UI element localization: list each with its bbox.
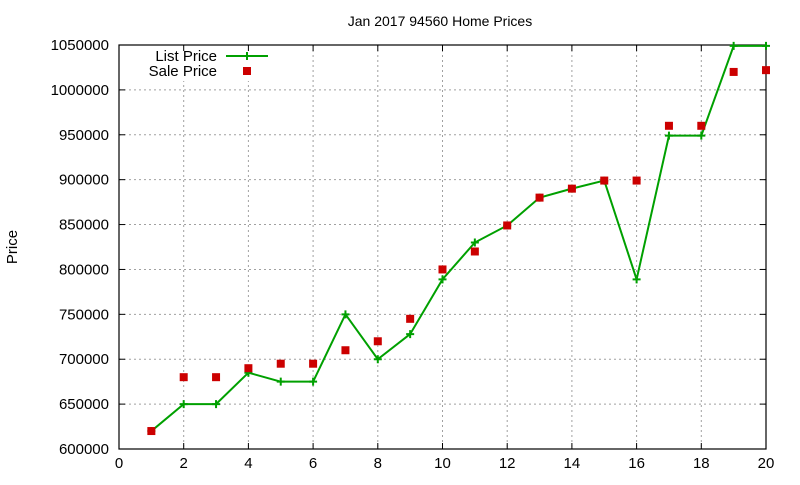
square-marker xyxy=(373,337,382,346)
square-marker xyxy=(762,66,770,75)
square-marker xyxy=(535,193,544,202)
square-marker xyxy=(406,314,415,323)
square-marker xyxy=(632,176,641,185)
y-tick-label: 750000 xyxy=(59,306,109,323)
square-marker xyxy=(341,346,350,355)
axes xyxy=(118,44,767,450)
plus-marker xyxy=(373,355,382,364)
x-tick-label: 8 xyxy=(374,455,382,472)
square-marker xyxy=(697,121,706,130)
x-tick-label: 18 xyxy=(693,455,710,472)
y-tick-label: 650000 xyxy=(59,396,109,413)
square-marker xyxy=(664,121,673,130)
y-axis-label: Price xyxy=(4,230,21,264)
square-marker xyxy=(147,427,156,436)
chart-title: Jan 2017 94560 Home Prices xyxy=(348,13,532,29)
legend-plus-icon xyxy=(243,52,251,60)
plus-marker xyxy=(276,377,285,386)
legend-label-sale-price: Sale Price xyxy=(149,63,217,80)
x-tick-label: 0 xyxy=(115,455,123,472)
square-marker xyxy=(503,221,512,230)
plus-marker xyxy=(697,131,706,140)
square-marker xyxy=(309,359,318,368)
legend-square-icon xyxy=(243,67,251,75)
tick-labels: 0 2 4 6 8 10 12 14 16 18 20 600000 650000 700000 75000… xyxy=(51,37,775,472)
x-tick-label: 6 xyxy=(309,455,317,472)
legend-symbols xyxy=(226,52,268,75)
data-series xyxy=(147,41,770,436)
legend-background xyxy=(120,46,280,81)
plus-marker xyxy=(309,377,318,386)
square-marker xyxy=(567,184,576,193)
y-tick-label: 1050000 xyxy=(51,37,109,54)
square-marker xyxy=(470,247,479,256)
plus-marker xyxy=(179,400,188,409)
y-tick-label: 900000 xyxy=(59,172,109,189)
series-line-list-price xyxy=(150,44,766,432)
legend-label-list-price: List Price xyxy=(155,48,217,65)
square-marker xyxy=(244,364,253,373)
y-tick-label: 800000 xyxy=(59,261,109,278)
plus-marker xyxy=(762,41,770,50)
x-tick-label: 14 xyxy=(564,455,581,472)
square-marker xyxy=(729,67,738,76)
grid-lines xyxy=(119,45,766,449)
y-tick-label: 850000 xyxy=(59,217,109,234)
x-tick-label: 4 xyxy=(244,455,252,472)
plus-marker xyxy=(664,131,673,140)
x-tick-label: 16 xyxy=(628,455,645,472)
x-tick-label: 12 xyxy=(499,455,516,472)
legend: List Price Sale Price xyxy=(149,48,268,80)
y-tick-label: 700000 xyxy=(59,351,109,368)
y-tick-label: 600000 xyxy=(59,441,109,458)
square-marker xyxy=(179,373,188,382)
plus-marker xyxy=(341,310,350,319)
square-marker xyxy=(276,359,285,368)
y-tick-label: 1000000 xyxy=(51,82,109,99)
x-tick-label: 10 xyxy=(434,455,451,472)
plus-marker xyxy=(470,238,479,247)
plus-marker xyxy=(212,400,221,409)
plus-marker xyxy=(729,41,738,50)
y-tick-label: 950000 xyxy=(59,127,109,144)
square-marker xyxy=(600,176,609,185)
plus-marker xyxy=(632,275,641,284)
plus-marker xyxy=(438,275,447,284)
x-tick-label: 2 xyxy=(180,455,188,472)
square-marker xyxy=(212,373,221,382)
plus-marker xyxy=(406,330,415,339)
plot-border xyxy=(118,44,767,450)
square-marker xyxy=(438,265,447,274)
x-tick-label: 20 xyxy=(758,455,775,472)
